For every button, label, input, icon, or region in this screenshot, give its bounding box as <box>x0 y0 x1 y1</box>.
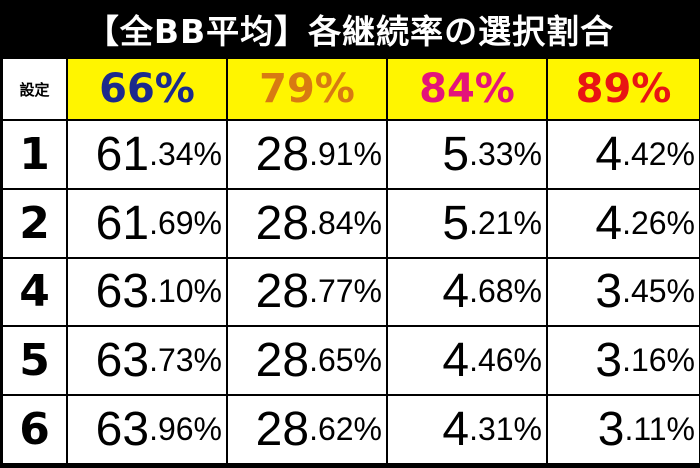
value-cell: 28.77% <box>228 258 386 328</box>
value-integer: 61 <box>95 127 150 181</box>
header-rate-89: 89% <box>548 59 699 121</box>
rate-table: 設定 66% 79% 84% 89% 1 61.34% 28.91% 5.33%… <box>3 59 699 465</box>
value-decimal: .73% <box>149 342 222 379</box>
setting-cell: 1 <box>3 121 66 190</box>
value-decimal: .96% <box>149 411 222 448</box>
value-integer: 28 <box>255 334 310 388</box>
value-decimal: .31% <box>469 411 542 448</box>
value-cell: 5.33% <box>388 121 546 190</box>
value-decimal: .26% <box>622 204 695 241</box>
value-decimal: .45% <box>622 273 695 310</box>
value-integer: 5 <box>442 196 470 250</box>
value-integer: 28 <box>255 403 310 457</box>
value-integer: 3 <box>595 334 623 388</box>
value-integer: 4 <box>442 334 470 388</box>
value-cell: 61.69% <box>68 189 226 259</box>
value-decimal: .68% <box>469 273 542 310</box>
header-rate-84: 84% <box>388 59 546 121</box>
value-integer: 3 <box>597 403 625 457</box>
value-decimal: .33% <box>469 135 542 172</box>
value-integer: 28 <box>255 265 310 319</box>
value-integer: 4 <box>595 127 623 181</box>
value-cell: 3.16% <box>548 327 699 397</box>
value-cell: 4.68% <box>388 258 546 328</box>
value-integer: 3 <box>595 265 623 319</box>
value-integer: 28 <box>255 127 310 181</box>
value-decimal: .91% <box>309 135 382 172</box>
value-cell: 28.62% <box>228 396 386 465</box>
value-integer: 63 <box>95 334 150 388</box>
setting-cell: 4 <box>3 258 66 328</box>
value-cell: 28.84% <box>228 189 386 259</box>
value-integer: 28 <box>255 196 310 250</box>
value-cell: 4.31% <box>388 396 546 465</box>
value-cell: 63.73% <box>68 327 226 397</box>
value-cell: 4.26% <box>548 189 699 259</box>
value-cell: 63.10% <box>68 258 226 328</box>
setting-cell: 2 <box>3 189 66 259</box>
header-setting-label: 設定 <box>3 59 66 121</box>
header-rate-79: 79% <box>228 59 386 121</box>
value-decimal: .10% <box>149 273 222 310</box>
value-cell: 4.42% <box>548 121 699 190</box>
page-title: 【全BB平均】各継続率の選択割合 <box>85 12 615 51</box>
value-integer: 4 <box>595 196 623 250</box>
value-cell: 5.21% <box>388 189 546 259</box>
value-integer: 5 <box>442 127 470 181</box>
header-rate-66: 66% <box>68 59 226 121</box>
value-decimal: .21% <box>469 204 542 241</box>
value-cell: 63.96% <box>68 396 226 465</box>
value-decimal: .42% <box>622 135 695 172</box>
value-decimal: .16% <box>622 342 695 379</box>
value-cell: 61.34% <box>68 121 226 190</box>
value-decimal: .11% <box>624 411 695 448</box>
value-cell: 3.11% <box>548 396 699 465</box>
value-integer: 61 <box>95 196 150 250</box>
value-decimal: .84% <box>309 204 382 241</box>
value-decimal: .77% <box>309 273 382 310</box>
value-decimal: .65% <box>309 342 382 379</box>
value-integer: 63 <box>95 265 150 319</box>
value-cell: 28.91% <box>228 121 386 190</box>
value-cell: 3.45% <box>548 258 699 328</box>
value-integer: 63 <box>95 403 150 457</box>
value-integer: 4 <box>442 403 470 457</box>
value-decimal: .34% <box>149 135 222 172</box>
value-decimal: .46% <box>469 342 542 379</box>
setting-cell: 6 <box>3 396 66 465</box>
value-cell: 4.46% <box>388 327 546 397</box>
value-integer: 4 <box>442 265 470 319</box>
value-cell: 28.65% <box>228 327 386 397</box>
setting-cell: 5 <box>3 327 66 397</box>
value-decimal: .62% <box>309 411 382 448</box>
value-decimal: .69% <box>149 204 222 241</box>
